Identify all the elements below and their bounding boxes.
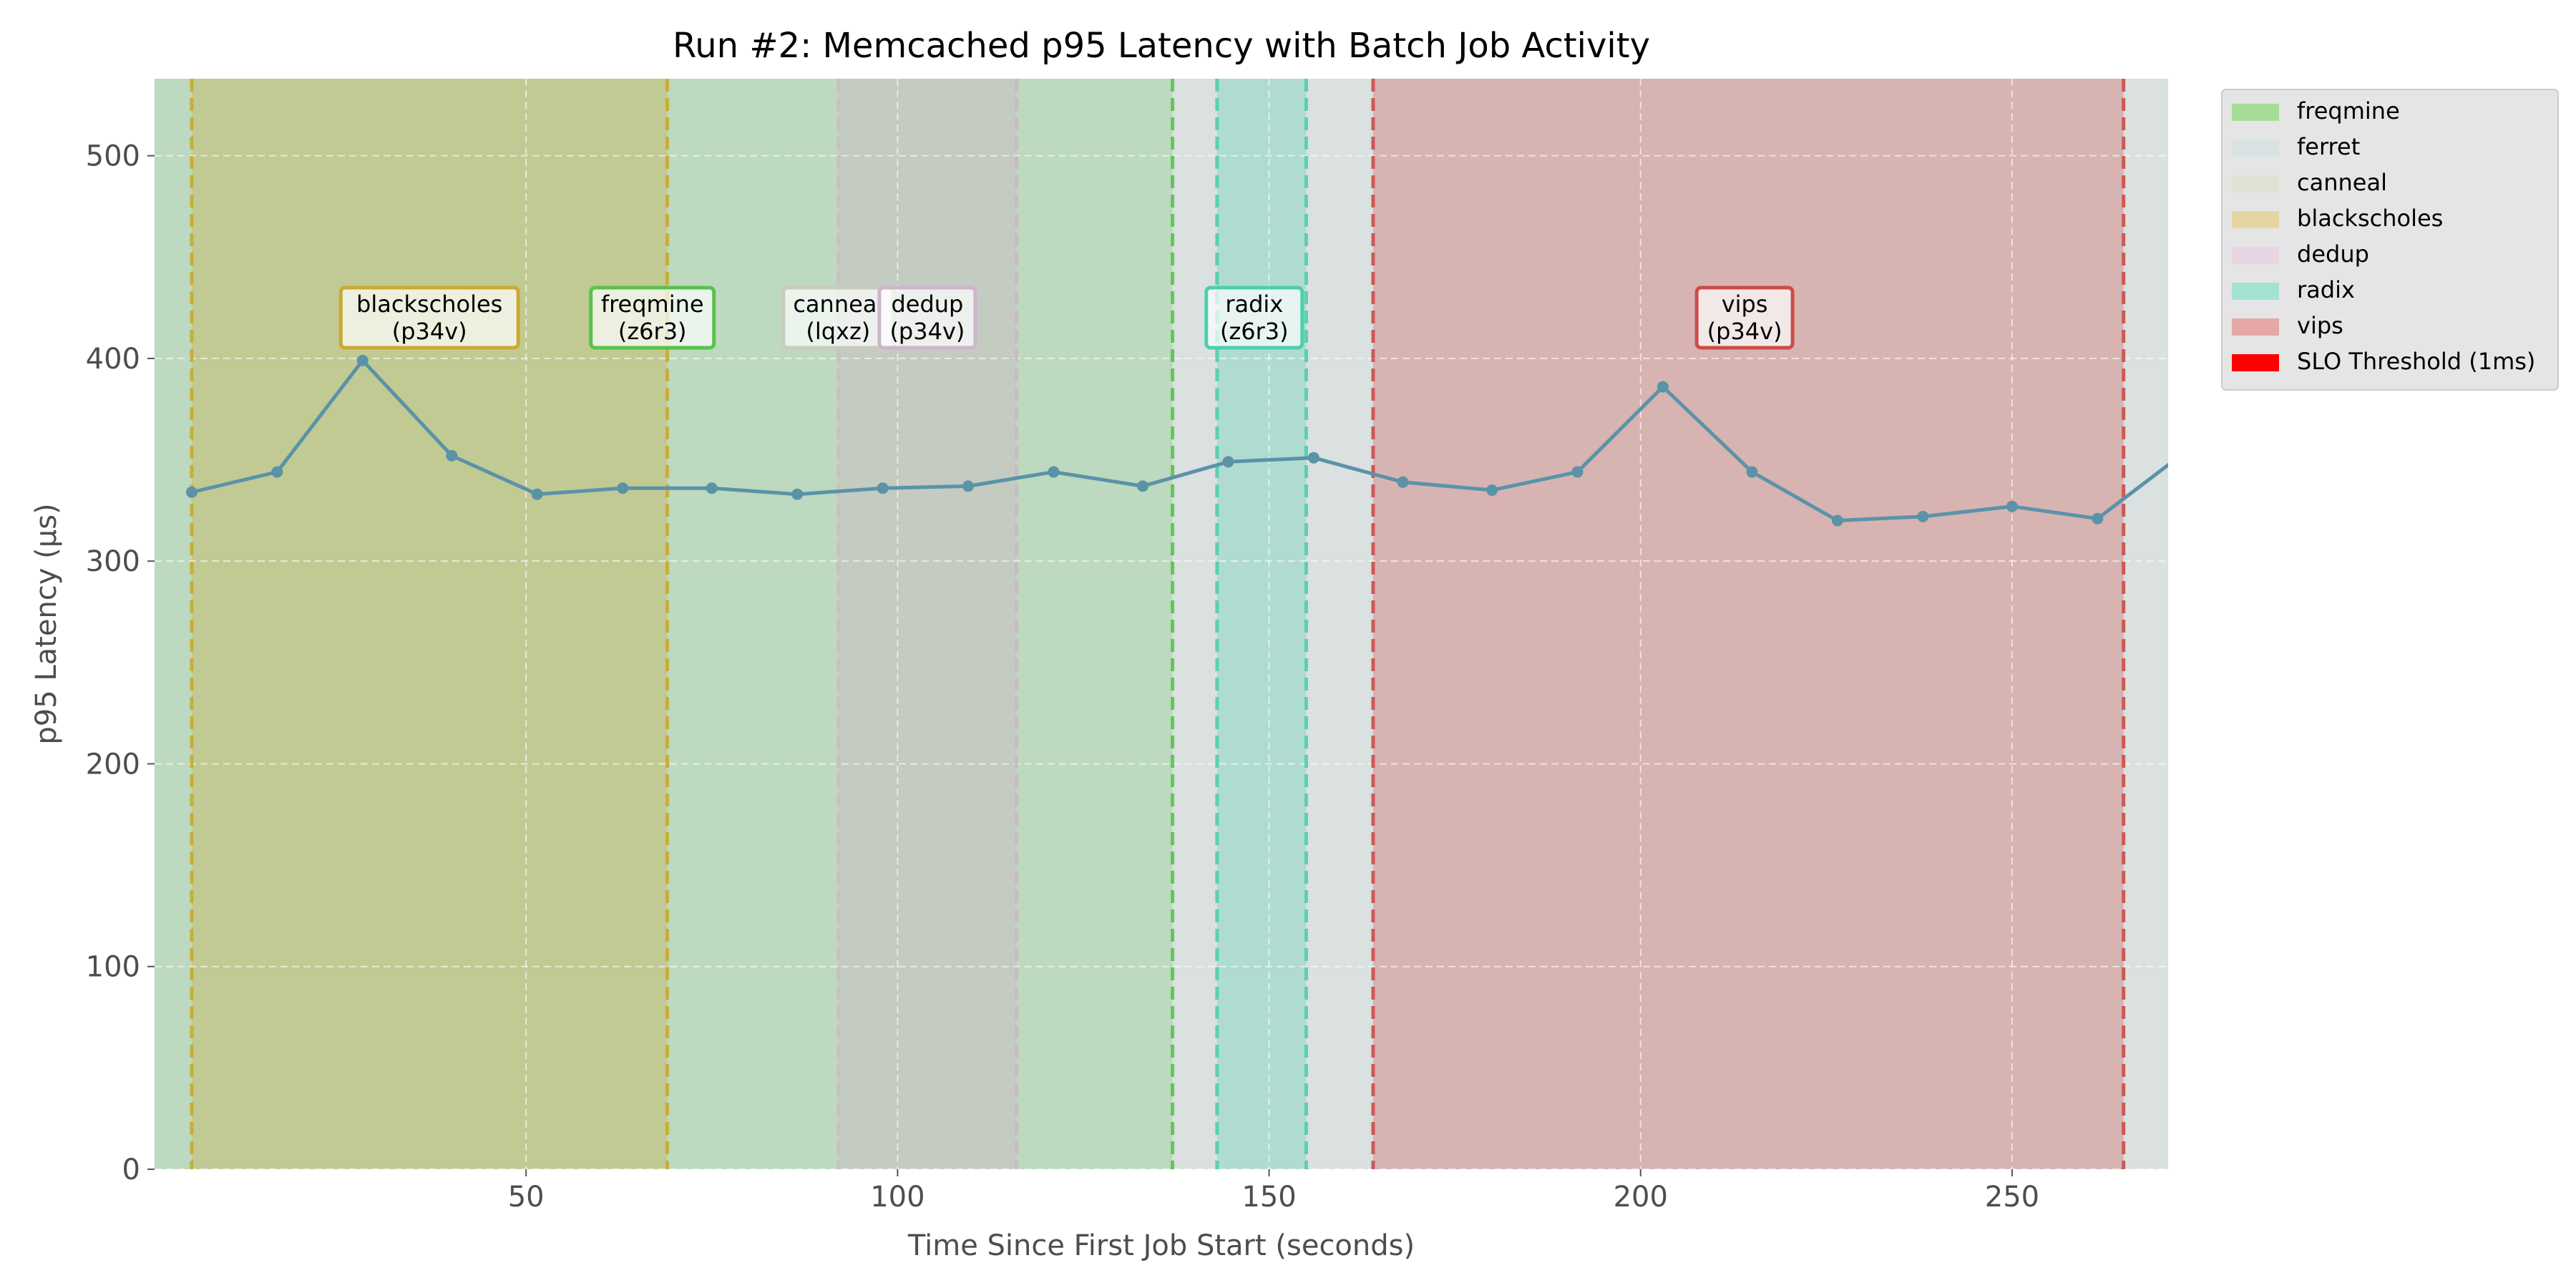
latency-series	[185, 354, 2189, 527]
y-tick-label: 0	[122, 1153, 140, 1186]
x-axis-label: Time Since First Job Start (seconds)	[907, 1229, 1415, 1262]
latency-line	[191, 358, 2168, 523]
annotation-text: (lqxz)	[806, 318, 870, 345]
annotation-text: (z6r3)	[1220, 318, 1289, 345]
x-tick-label: 250	[1985, 1181, 2039, 1214]
latency-point	[356, 354, 369, 366]
latency-point	[1397, 476, 1409, 488]
job-span-blackscholes	[191, 79, 668, 1169]
annotation-box	[1694, 286, 1795, 350]
latency-point	[706, 482, 718, 494]
latency-point	[1486, 484, 1498, 497]
latency-point	[1746, 466, 1758, 478]
latency-point	[2006, 500, 2018, 512]
x-tick-label: 100	[870, 1181, 924, 1214]
latency-point	[2092, 512, 2104, 525]
legend-box	[2221, 89, 2559, 391]
annotation-text: (p34v)	[889, 318, 965, 345]
annotation-box	[338, 286, 520, 350]
annotation-text: blackscholes	[356, 291, 502, 318]
x-tick-label: 150	[1241, 1181, 1296, 1214]
latency-point	[617, 482, 629, 494]
grid	[155, 79, 2168, 1169]
latency-point	[877, 482, 889, 494]
job-span-freqmine	[155, 79, 1173, 1169]
job-span-ferret	[155, 79, 2168, 1169]
annotation-canneal: canneal(lqxz)	[781, 286, 895, 350]
y-tick-label: 500	[86, 140, 140, 173]
job-span-canneal	[838, 79, 1017, 1169]
legend-label: SLO Threshold (1ms)	[2297, 348, 2535, 375]
job-span-vips	[1372, 79, 2124, 1169]
legend-swatch-vips	[2232, 318, 2279, 336]
latency-point	[1048, 466, 1060, 478]
y-tick-label: 100	[86, 951, 140, 984]
legend-label: canneal	[2297, 169, 2387, 196]
annotation-box	[877, 286, 977, 350]
annotation-radix: radix(z6r3)	[1204, 286, 1304, 350]
annotation-box	[1204, 286, 1304, 350]
annotation-text: vips	[1722, 291, 1768, 318]
legend-swatch-freqmine	[2232, 104, 2279, 121]
latency-point	[2177, 448, 2189, 459]
latency-point	[1222, 456, 1234, 468]
legend-swatch-slo-threshold-1ms-	[2232, 354, 2279, 371]
job-span-radix	[1216, 79, 1307, 1169]
job-spans	[155, 79, 2168, 1169]
chart-title: Run #2: Memcached p95 Latency with Batch…	[673, 26, 1650, 66]
latency-point	[791, 488, 804, 500]
latency-point	[1657, 381, 1669, 393]
annotation-freqmine: freqmine(z6r3)	[589, 286, 716, 350]
y-tick-label: 200	[86, 748, 140, 781]
latency-point	[1307, 452, 1319, 464]
legend-swatch-dedup	[2232, 247, 2279, 264]
annotation-box	[589, 286, 716, 350]
plot-background	[155, 79, 2168, 1169]
legend-label: ferret	[2297, 133, 2360, 160]
latency-point	[962, 480, 975, 492]
y-tick-label: 400	[86, 343, 140, 376]
legend-label: dedup	[2297, 240, 2369, 268]
job-span-dedup	[838, 79, 1017, 1169]
latency-point	[1917, 510, 1929, 522]
latency-point	[446, 449, 458, 462]
y-axis-label: p95 Latency (µs)	[30, 503, 63, 744]
annotation-blackscholes: blackscholes(p34v)	[338, 286, 520, 350]
legend-label: blackscholes	[2297, 205, 2443, 232]
annotation-text: freqmine	[601, 291, 704, 318]
legend-swatch-blackscholes	[2232, 211, 2279, 228]
legend-label: vips	[2297, 312, 2343, 339]
annotation-text: radix	[1225, 291, 1283, 318]
latency-point	[271, 466, 283, 478]
annotation-text: dedup	[891, 291, 963, 318]
latency-point	[1831, 514, 1843, 527]
legend-swatch-canneal	[2232, 175, 2279, 192]
job-boundary-lines	[190, 79, 2126, 1169]
annotation-text: (p34v)	[1707, 318, 1782, 345]
x-tick-label: 50	[508, 1181, 545, 1214]
legend-label: radix	[2297, 276, 2355, 303]
annotation-text: canneal	[793, 291, 883, 318]
latency-point	[531, 488, 543, 500]
legend: freqmine ferret canneal blackscholes dedup ra…	[2221, 89, 2559, 391]
annotation-vips: vips(p34v)	[1694, 286, 1795, 350]
x-tick-label: 200	[1614, 1181, 1668, 1214]
annotation-text: (z6r3)	[618, 318, 687, 345]
axes: 50 100 150 200 250 0 100 200 300 400 500	[86, 140, 2039, 1214]
latency-point	[1571, 466, 1584, 478]
y-tick-label: 300	[86, 545, 140, 578]
annotation-dedup: dedup(p34v)	[877, 286, 977, 350]
annotation-text: (p34v)	[392, 318, 467, 345]
job-annotations: freqmine(z6r3)canneal(lqxz)blackscholes(…	[338, 286, 1795, 350]
legend-swatch-ferret	[2232, 140, 2279, 157]
legend-label: freqmine	[2297, 97, 2400, 125]
latency-point	[185, 486, 197, 498]
latency-point	[1137, 480, 1149, 492]
legend-swatch-radix	[2232, 283, 2279, 300]
